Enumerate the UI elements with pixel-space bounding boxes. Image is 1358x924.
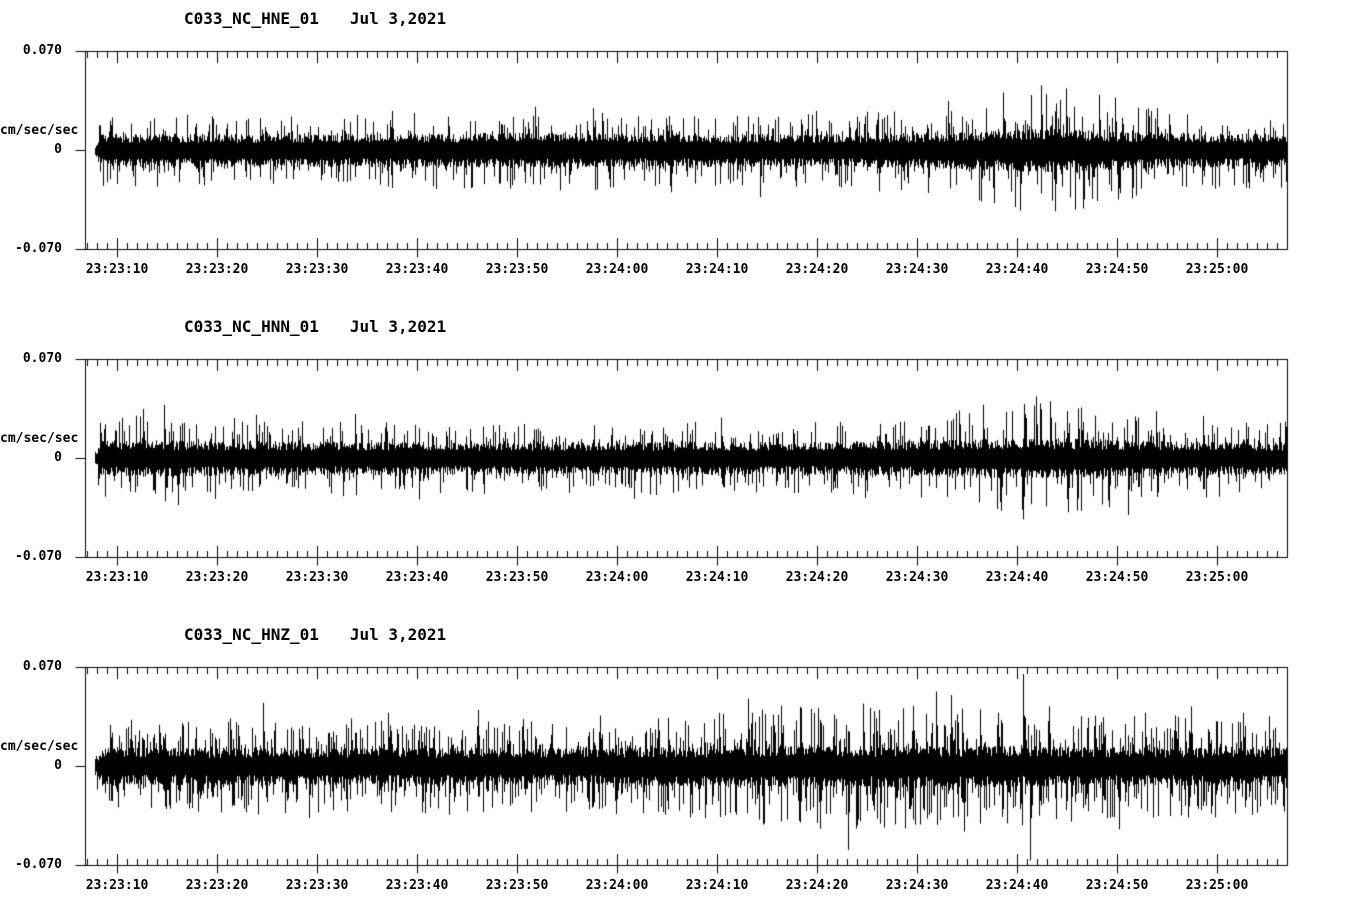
x-tick-label: 23:23:10 bbox=[85, 262, 149, 277]
x-tick-label: 23:24:00 bbox=[585, 262, 649, 277]
x-axis-labels: 23:23:10 23:23:20 23:23:30 23:23:40 23:23:50… bbox=[0, 879, 1358, 895]
y-axis-unit-label: cm/sec/sec bbox=[0, 123, 79, 138]
x-tick-label: 23:24:40 bbox=[985, 878, 1049, 893]
y-axis-zero-label: 0 bbox=[54, 450, 62, 465]
panel-hnz: C033_NC_HNZ_01 Jul 3,2021 0.070 cm/sec/se… bbox=[0, 616, 1358, 924]
x-tick-label: 23:23:50 bbox=[485, 262, 549, 277]
x-tick-label: 23:24:50 bbox=[1085, 262, 1149, 277]
panel-title-station: C033_NC_HNZ_01 bbox=[184, 625, 319, 644]
panel-hne: C033_NC_HNE_01 Jul 3,2021 0.070 cm/sec/se… bbox=[0, 0, 1358, 308]
y-axis-min-label: -0.070 bbox=[15, 549, 62, 564]
waveform-canvas-hnz bbox=[70, 665, 1295, 879]
x-tick-label: 23:24:00 bbox=[585, 570, 649, 585]
x-tick-label: 23:23:10 bbox=[85, 570, 149, 585]
x-tick-label: 23:24:40 bbox=[985, 262, 1049, 277]
x-tick-label: 23:23:10 bbox=[85, 878, 149, 893]
x-tick-label: 23:23:40 bbox=[385, 570, 449, 585]
panel-hnn: C033_NC_HNN_01 Jul 3,2021 0.070 cm/sec/se… bbox=[0, 308, 1358, 616]
x-tick-label: 23:24:20 bbox=[785, 878, 849, 893]
waveform-canvas-hnn bbox=[70, 357, 1295, 571]
panel-title: C033_NC_HNZ_01 Jul 3,2021 bbox=[184, 627, 446, 643]
y-axis-max-label: 0.070 bbox=[22, 351, 62, 366]
y-axis-zero-label: 0 bbox=[54, 758, 62, 773]
x-tick-label: 23:25:00 bbox=[1185, 262, 1249, 277]
x-tick-label: 23:24:10 bbox=[685, 570, 749, 585]
x-tick-label: 23:24:10 bbox=[685, 262, 749, 277]
x-axis-labels: 23:23:10 23:23:20 23:23:30 23:23:40 23:23:50… bbox=[0, 571, 1358, 587]
x-tick-label: 23:24:10 bbox=[685, 878, 749, 893]
x-tick-label: 23:23:30 bbox=[285, 262, 349, 277]
y-axis-zero-label: 0 bbox=[54, 142, 62, 157]
x-tick-label: 23:23:30 bbox=[285, 570, 349, 585]
x-tick-label: 23:24:30 bbox=[885, 878, 949, 893]
x-tick-label: 23:24:50 bbox=[1085, 570, 1149, 585]
panel-title-station: C033_NC_HNE_01 bbox=[184, 9, 319, 28]
x-tick-label: 23:23:40 bbox=[385, 878, 449, 893]
x-tick-label: 23:23:30 bbox=[285, 878, 349, 893]
x-tick-label: 23:24:30 bbox=[885, 570, 949, 585]
x-tick-label: 23:24:00 bbox=[585, 878, 649, 893]
waveform-canvas-hne bbox=[70, 49, 1295, 263]
x-tick-label: 23:25:00 bbox=[1185, 570, 1249, 585]
x-axis-labels: 23:23:10 23:23:20 23:23:30 23:23:40 23:23:50… bbox=[0, 263, 1358, 279]
y-axis-min-label: -0.070 bbox=[15, 241, 62, 256]
x-tick-label: 23:23:20 bbox=[185, 262, 249, 277]
x-tick-label: 23:23:20 bbox=[185, 878, 249, 893]
y-axis-max-label: 0.070 bbox=[22, 43, 62, 58]
panel-title-station: C033_NC_HNN_01 bbox=[184, 317, 319, 336]
y-axis-unit-label: cm/sec/sec bbox=[0, 739, 79, 754]
x-tick-label: 23:23:40 bbox=[385, 262, 449, 277]
y-axis-max-label: 0.070 bbox=[22, 659, 62, 674]
x-tick-label: 23:23:50 bbox=[485, 878, 549, 893]
x-tick-label: 23:23:20 bbox=[185, 570, 249, 585]
panel-title-date: Jul 3,2021 bbox=[349, 317, 447, 336]
x-tick-label: 23:24:20 bbox=[785, 570, 849, 585]
panel-title: C033_NC_HNE_01 Jul 3,2021 bbox=[184, 11, 446, 27]
x-tick-label: 23:23:50 bbox=[485, 570, 549, 585]
x-tick-label: 23:24:40 bbox=[985, 570, 1049, 585]
panel-title-date: Jul 3,2021 bbox=[349, 9, 447, 28]
y-axis-min-label: -0.070 bbox=[15, 857, 62, 872]
x-tick-label: 23:24:50 bbox=[1085, 878, 1149, 893]
y-axis-unit-label: cm/sec/sec bbox=[0, 431, 79, 446]
x-tick-label: 23:24:20 bbox=[785, 262, 849, 277]
panel-title-date: Jul 3,2021 bbox=[349, 625, 447, 644]
panel-title: C033_NC_HNN_01 Jul 3,2021 bbox=[184, 319, 446, 335]
x-tick-label: 23:24:30 bbox=[885, 262, 949, 277]
x-tick-label: 23:25:00 bbox=[1185, 878, 1249, 893]
